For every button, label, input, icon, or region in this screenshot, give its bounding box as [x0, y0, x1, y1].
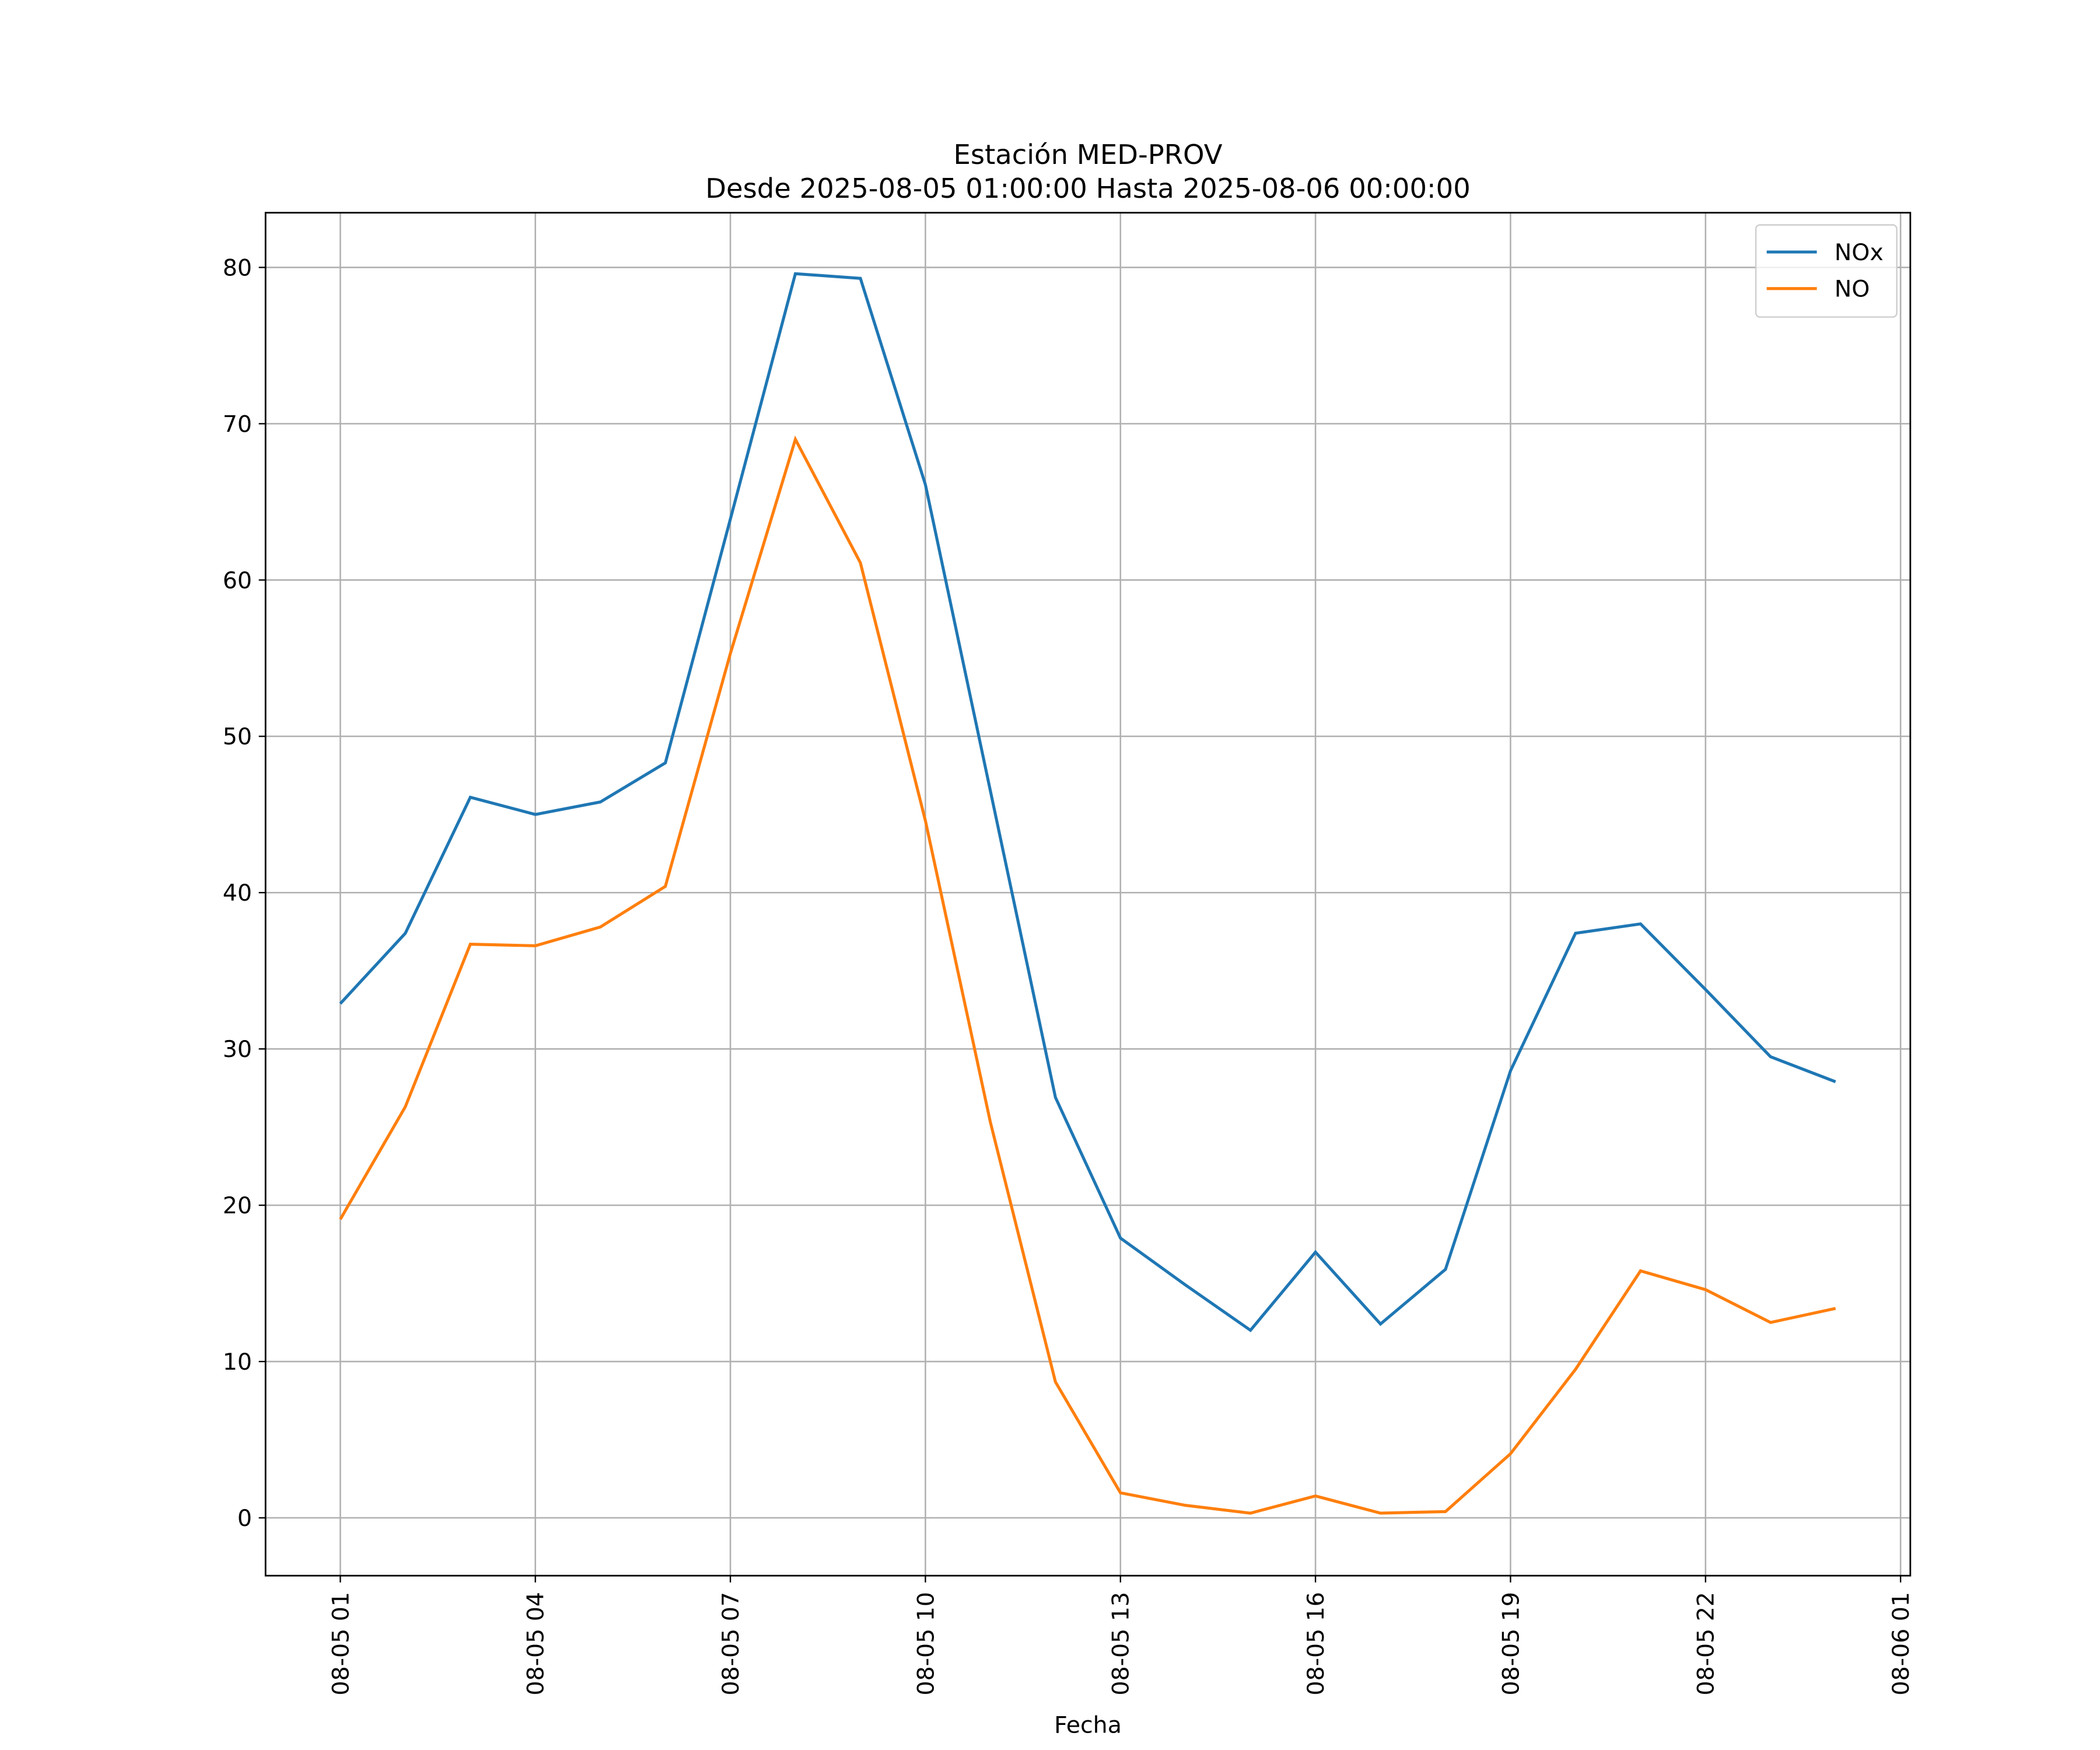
- chart-subtitle: Desde 2025-08-05 01:00:00 Hasta 2025-08-…: [705, 173, 1470, 204]
- plot-frame: [264, 212, 1912, 1577]
- y-tick-label: 10: [223, 1349, 252, 1376]
- data-line: [339, 272, 1836, 1332]
- y-tick-label: 60: [223, 567, 252, 594]
- y-tick-label: 50: [223, 723, 252, 750]
- x-tick-label: 08-05 13: [1108, 1592, 1135, 1695]
- chart-title: Estación MED-PROV: [954, 139, 1223, 170]
- y-tick-label: 20: [223, 1192, 252, 1219]
- y-tick-label: 70: [223, 411, 252, 438]
- data-line: [339, 435, 1836, 1515]
- x-tick-label: 08-05 16: [1303, 1592, 1329, 1695]
- legend-label: NO: [1835, 276, 1870, 303]
- y-tick-label: 30: [223, 1036, 252, 1063]
- x-tick-label: 08-05 19: [1497, 1592, 1524, 1695]
- x-tick-label: 08-05 10: [912, 1592, 939, 1695]
- legend-label: NOx: [1835, 239, 1884, 266]
- x-axis-label: Fecha: [1054, 1712, 1122, 1739]
- y-tick-label: 80: [223, 254, 252, 281]
- x-tick-label: 08-05 01: [327, 1592, 354, 1695]
- x-tick-label: 08-05 04: [523, 1592, 550, 1695]
- legend-box: [1755, 224, 1898, 318]
- y-tick-label: 0: [237, 1505, 252, 1532]
- x-tick-label: 08-06 01: [1888, 1592, 1915, 1695]
- y-tick-label: 40: [223, 880, 252, 907]
- x-tick-label: 08-05 07: [718, 1592, 744, 1695]
- x-tick-label: 08-05 22: [1693, 1592, 1720, 1695]
